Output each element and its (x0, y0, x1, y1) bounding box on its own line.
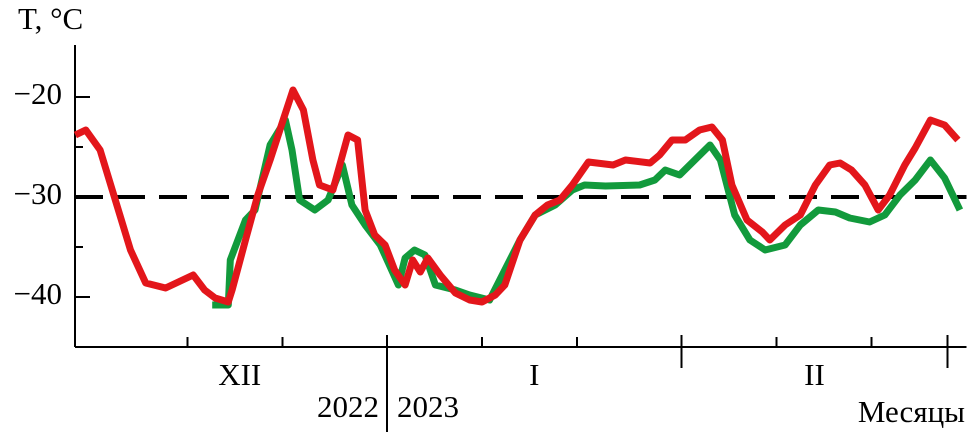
temperature-line (73, 86, 961, 306)
y-tick-label: −40 (14, 276, 62, 311)
month-label: II (804, 357, 825, 392)
y-tick-label: −30 (14, 176, 62, 211)
y-tick-label: −20 (14, 76, 62, 111)
year-label: 2022 (317, 389, 379, 424)
y-axis-label: T, °C (18, 1, 83, 36)
year-label: 2023 (397, 389, 459, 424)
x-axis-label: Месяцы (858, 394, 965, 429)
month-label: XII (218, 357, 261, 392)
month-label: I (529, 357, 539, 392)
temperature-line (212, 116, 964, 309)
